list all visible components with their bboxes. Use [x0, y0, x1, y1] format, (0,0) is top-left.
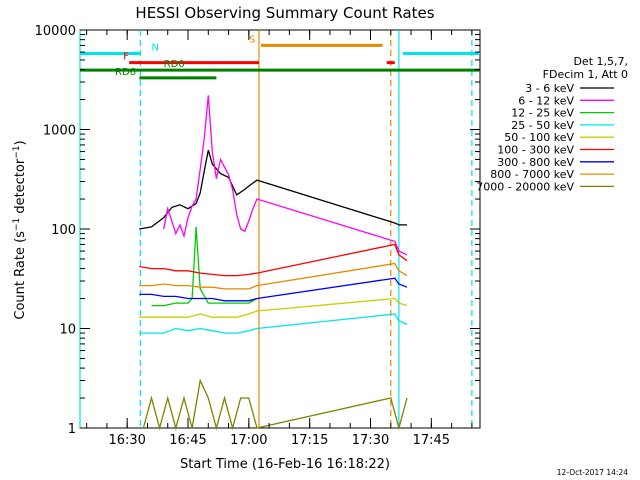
x-tick-label: 17:30	[352, 433, 389, 448]
x-axis-label: Start Time (16-Feb-16 16:18:22)	[180, 457, 390, 472]
y-tick-label: 1000	[43, 124, 76, 139]
flag-label: S	[249, 34, 255, 45]
legend-header-1: Det 1,5,7,	[573, 55, 628, 68]
legend-entry: 7000 - 20000 keV	[476, 180, 574, 193]
series-line	[151, 226, 258, 307]
flag-label: F	[123, 52, 129, 63]
y-tick-label: 10000	[35, 24, 76, 39]
chart-title: HESSI Observing Summary Count Rates	[135, 4, 434, 22]
timestamp: 12-Oct-2017 14:24	[557, 468, 628, 477]
legend-header-2: FDecim 1, Att 0	[543, 68, 628, 81]
flag-label: N	[152, 43, 159, 54]
legend-entry: 100 - 300 keV	[497, 144, 574, 157]
flag-label: RD6	[115, 67, 136, 78]
x-tick-label: 17:15	[291, 433, 328, 448]
y-tick-label: 1	[68, 422, 76, 437]
series-line	[139, 297, 408, 318]
y-axis-label-end: )	[13, 140, 28, 145]
series-line	[139, 243, 408, 277]
series-line	[139, 150, 407, 230]
y-axis: 1 10 100 1000 10000	[35, 24, 480, 437]
x-tick-label: 17:00	[230, 433, 267, 448]
legend-entry: 50 - 100 keV	[504, 131, 574, 144]
y-axis-label-exp-1: −1	[12, 218, 22, 231]
plot-area: N S F RD0 RD6	[79, 29, 481, 431]
legend-entry: 3 - 6 keV	[525, 82, 574, 95]
x-axis: 16:30 16:45 17:00 17:15 17:30 17:45	[86, 30, 473, 448]
y-axis-label-mid: detector	[13, 158, 28, 218]
series-line	[139, 313, 408, 334]
legend-entry: 12 - 25 keV	[511, 107, 574, 120]
x-tick-label: 17:45	[413, 433, 450, 448]
y-axis-label: Count Rate (s−1 detector−1)	[12, 140, 28, 319]
legend-entry: 25 - 50 keV	[511, 119, 574, 132]
series-line	[139, 262, 408, 290]
x-tick-label: 16:45	[169, 433, 206, 448]
y-tick-label: 10	[59, 323, 76, 338]
y-axis-label-main: Count Rate (s	[13, 231, 28, 320]
series-line	[139, 277, 408, 302]
flag-label: RD0	[164, 59, 185, 70]
series-line	[142, 378, 408, 431]
legend-entry: 800 - 7000 keV	[490, 168, 574, 181]
y-axis-label-exp-2: −1	[12, 145, 22, 158]
series-line	[163, 95, 408, 256]
y-tick-label: 100	[51, 223, 76, 238]
legend-entry: 300 - 800 keV	[497, 156, 574, 169]
x-tick-label: 16:30	[108, 433, 145, 448]
legend-entry: 6 - 12 keV	[518, 94, 574, 107]
